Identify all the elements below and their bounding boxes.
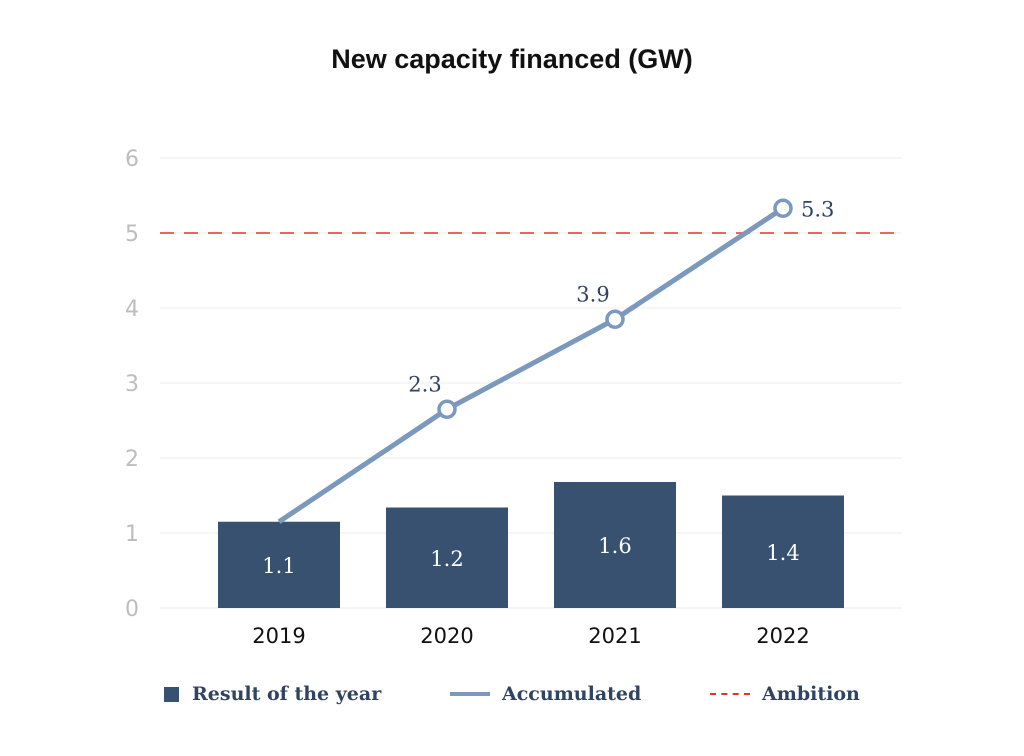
- bar-value-label: 1.6: [598, 534, 631, 558]
- x-tick-label: 2020: [420, 624, 473, 648]
- accumulated-line: [277, 206, 785, 524]
- bar-value-label: 1.1: [262, 554, 295, 578]
- bar-2020: [386, 507, 508, 608]
- legend-item-ambition: Ambition: [710, 681, 860, 707]
- accumulated-value-label: 3.9: [576, 282, 609, 306]
- accumulated-point-2020: [437, 399, 457, 419]
- bar-value-label: 1.4: [766, 541, 799, 565]
- legend-swatch-ambition: [710, 693, 750, 695]
- chart-legend: Result of the year Accumulated Ambition: [0, 681, 1024, 711]
- y-tick-label: 1: [125, 522, 139, 547]
- accumulated-value-label: 5.3: [801, 197, 834, 221]
- legend-label-accumulated: Accumulated: [502, 683, 642, 705]
- accumulated-value-label: 2.3: [408, 372, 441, 396]
- y-tick-label: 4: [125, 297, 139, 322]
- legend-item-accumulated: Accumulated: [450, 681, 641, 707]
- y-tick-label: 0: [125, 597, 139, 622]
- accumulated-point-2022: [773, 198, 793, 218]
- x-tick-label: 2019: [252, 624, 305, 648]
- legend-swatch-result: [164, 686, 179, 702]
- y-tick-label: 6: [125, 147, 139, 172]
- bar-value-label: 1.2: [430, 547, 463, 571]
- legend-label-result: Result of the year: [192, 683, 382, 705]
- y-tick-label: 5: [125, 222, 139, 247]
- legend-swatch-accumulated: [450, 692, 490, 696]
- legend-item-result: Result of the year: [164, 681, 381, 707]
- legend-label-ambition: Ambition: [762, 683, 860, 705]
- x-tick-label: 2021: [588, 624, 641, 648]
- y-tick-label: 2: [125, 447, 139, 472]
- bar-2019: [218, 521, 340, 608]
- bar-2022: [722, 495, 844, 608]
- bar-2021: [554, 482, 676, 608]
- chart-title: New capacity financed (GW): [331, 44, 693, 74]
- y-tick-label: 3: [125, 372, 139, 397]
- x-tick-label: 2022: [756, 624, 809, 648]
- accumulated-point-2021: [605, 309, 625, 329]
